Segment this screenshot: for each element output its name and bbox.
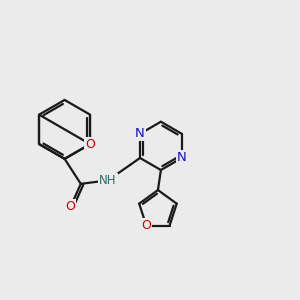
Text: O: O [66, 200, 75, 213]
Text: N: N [135, 127, 145, 140]
Text: N: N [177, 152, 187, 164]
Text: NH: NH [99, 174, 117, 187]
Text: O: O [85, 138, 95, 151]
Text: O: O [141, 219, 151, 232]
